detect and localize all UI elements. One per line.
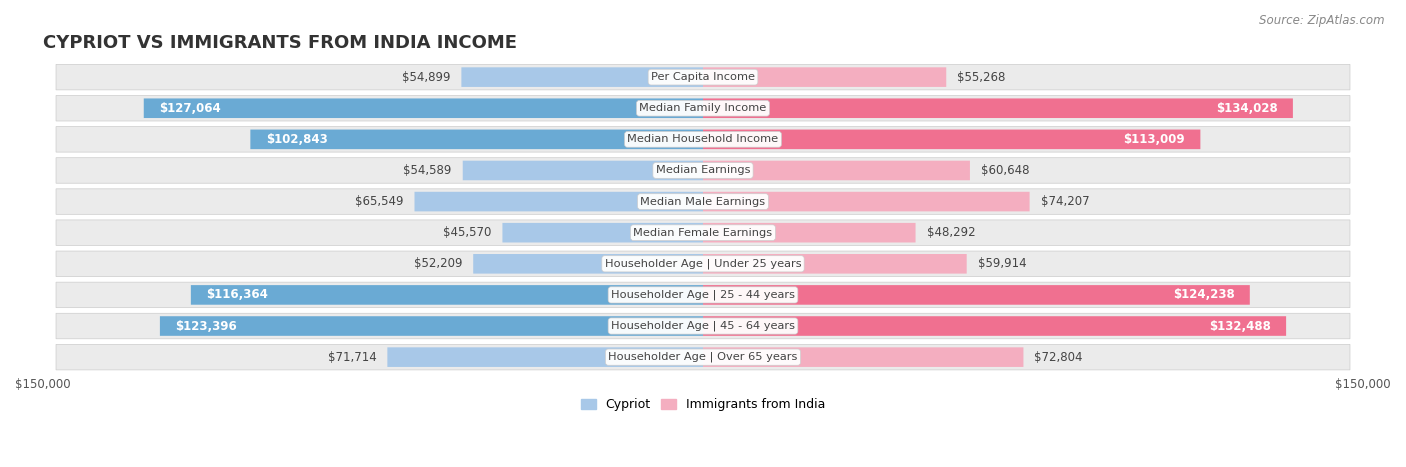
Text: $72,804: $72,804 xyxy=(1035,351,1083,364)
Text: $45,570: $45,570 xyxy=(443,226,492,239)
Text: Per Capita Income: Per Capita Income xyxy=(651,72,755,82)
FancyBboxPatch shape xyxy=(703,67,946,87)
FancyBboxPatch shape xyxy=(703,161,970,180)
Text: $54,589: $54,589 xyxy=(404,164,451,177)
Text: Householder Age | Under 25 years: Householder Age | Under 25 years xyxy=(605,259,801,269)
Text: Householder Age | 25 - 44 years: Householder Age | 25 - 44 years xyxy=(612,290,794,300)
FancyBboxPatch shape xyxy=(56,220,1350,246)
FancyBboxPatch shape xyxy=(461,67,703,87)
Text: $65,549: $65,549 xyxy=(354,195,404,208)
FancyBboxPatch shape xyxy=(191,285,703,304)
Text: Median Household Income: Median Household Income xyxy=(627,134,779,144)
Text: $113,009: $113,009 xyxy=(1123,133,1185,146)
Text: $59,914: $59,914 xyxy=(977,257,1026,270)
FancyBboxPatch shape xyxy=(463,161,703,180)
FancyBboxPatch shape xyxy=(56,127,1350,152)
Text: $123,396: $123,396 xyxy=(176,319,238,333)
FancyBboxPatch shape xyxy=(56,95,1350,121)
Text: $134,028: $134,028 xyxy=(1216,102,1278,115)
FancyBboxPatch shape xyxy=(703,99,1294,118)
Text: Median Earnings: Median Earnings xyxy=(655,165,751,176)
Text: Source: ZipAtlas.com: Source: ZipAtlas.com xyxy=(1260,14,1385,27)
FancyBboxPatch shape xyxy=(143,99,703,118)
Text: $74,207: $74,207 xyxy=(1040,195,1090,208)
Text: $116,364: $116,364 xyxy=(207,289,269,301)
FancyBboxPatch shape xyxy=(502,223,703,242)
FancyBboxPatch shape xyxy=(703,129,1201,149)
Text: $54,899: $54,899 xyxy=(402,71,450,84)
FancyBboxPatch shape xyxy=(250,129,703,149)
FancyBboxPatch shape xyxy=(56,344,1350,370)
Text: Householder Age | Over 65 years: Householder Age | Over 65 years xyxy=(609,352,797,362)
Text: Median Female Earnings: Median Female Earnings xyxy=(634,228,772,238)
FancyBboxPatch shape xyxy=(703,347,1024,367)
FancyBboxPatch shape xyxy=(56,313,1350,339)
Text: $55,268: $55,268 xyxy=(957,71,1005,84)
Legend: Cypriot, Immigrants from India: Cypriot, Immigrants from India xyxy=(575,393,831,416)
Text: $102,843: $102,843 xyxy=(266,133,328,146)
Text: $127,064: $127,064 xyxy=(159,102,221,115)
Text: Median Male Earnings: Median Male Earnings xyxy=(641,197,765,206)
FancyBboxPatch shape xyxy=(703,285,1250,304)
Text: CYPRIOT VS IMMIGRANTS FROM INDIA INCOME: CYPRIOT VS IMMIGRANTS FROM INDIA INCOME xyxy=(42,34,517,52)
FancyBboxPatch shape xyxy=(703,223,915,242)
Text: $124,238: $124,238 xyxy=(1173,289,1234,301)
FancyBboxPatch shape xyxy=(474,254,703,274)
Text: Median Family Income: Median Family Income xyxy=(640,103,766,113)
FancyBboxPatch shape xyxy=(56,251,1350,276)
Text: Householder Age | 45 - 64 years: Householder Age | 45 - 64 years xyxy=(612,321,794,331)
Text: $60,648: $60,648 xyxy=(981,164,1029,177)
FancyBboxPatch shape xyxy=(703,316,1286,336)
FancyBboxPatch shape xyxy=(415,192,703,212)
FancyBboxPatch shape xyxy=(56,189,1350,214)
FancyBboxPatch shape xyxy=(703,254,967,274)
FancyBboxPatch shape xyxy=(56,282,1350,308)
FancyBboxPatch shape xyxy=(56,158,1350,183)
FancyBboxPatch shape xyxy=(160,316,703,336)
FancyBboxPatch shape xyxy=(388,347,703,367)
FancyBboxPatch shape xyxy=(703,192,1029,212)
Text: $132,488: $132,488 xyxy=(1209,319,1271,333)
FancyBboxPatch shape xyxy=(56,64,1350,90)
Text: $52,209: $52,209 xyxy=(413,257,463,270)
Text: $48,292: $48,292 xyxy=(927,226,976,239)
Text: $71,714: $71,714 xyxy=(328,351,377,364)
